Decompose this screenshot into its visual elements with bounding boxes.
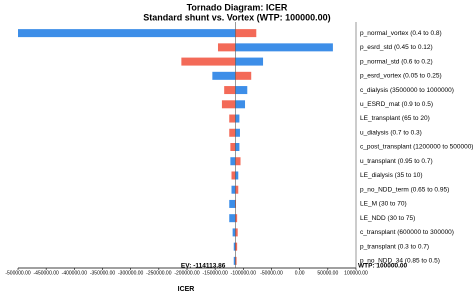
x-tick-label: -100000.00 xyxy=(231,270,257,276)
bar xyxy=(235,199,237,208)
bar xyxy=(235,43,333,52)
bar xyxy=(235,100,246,109)
x-tick-label: -50000.00 xyxy=(260,270,283,276)
row-label: LE_M (30 to 70) xyxy=(360,201,407,208)
x-tick-label: -350000.00 xyxy=(90,270,116,276)
row-label: c_post_transplant (1200000 to 500000) xyxy=(360,144,473,151)
bar xyxy=(231,185,236,194)
row-label: p_normal_std (0.6 to 0.2) xyxy=(360,58,433,65)
row-label: c_dialysis (3500000 to 1000000) xyxy=(360,87,454,94)
row-label: c_transplant (600000 to 300000) xyxy=(360,229,454,236)
x-tick-label: 100000.00 xyxy=(344,270,368,276)
row-label: LE_dialysis (35 to 10) xyxy=(360,172,423,179)
bar xyxy=(235,128,240,137)
row-label: p_no_NDD_term (0.65 to 0.95) xyxy=(360,186,449,193)
row-label: p_no_NDD_34 (0.85 to 0.5) xyxy=(360,258,440,265)
row-label: u_transplant (0.95 to 0.7) xyxy=(360,158,433,165)
bar xyxy=(181,57,236,66)
chart-subtitle: Standard shunt vs. Vortex (WTP: 100000.0… xyxy=(143,12,330,22)
x-axis-label: ICER xyxy=(178,286,195,293)
x-tick-label: -200000.00 xyxy=(174,270,200,276)
bar xyxy=(235,256,237,265)
chart-title: Tornado Diagram: ICER xyxy=(187,2,288,12)
x-tick-label: -150000.00 xyxy=(203,270,229,276)
row-label: p_transplant (0.3 to 0.7) xyxy=(360,243,429,250)
bar xyxy=(224,86,236,95)
bar xyxy=(235,185,239,194)
bar xyxy=(235,228,238,237)
bar xyxy=(217,43,236,52)
bar xyxy=(231,171,236,180)
bar xyxy=(212,71,236,80)
x-tick-label: -300000.00 xyxy=(118,270,144,276)
x-tick-label: -400000.00 xyxy=(62,270,88,276)
bar xyxy=(235,214,238,223)
x-tick-label: -450000.00 xyxy=(34,270,60,276)
ev-label: EV: -114113.86 xyxy=(181,263,226,270)
bar xyxy=(233,256,236,265)
bar xyxy=(235,57,264,66)
bar xyxy=(221,100,236,109)
row-label: u_ESRD_mat (0.9 to 0.5) xyxy=(360,101,433,108)
x-tick-label: -250000.00 xyxy=(146,270,172,276)
bar xyxy=(235,143,240,151)
bar xyxy=(235,157,241,166)
bar xyxy=(232,228,236,237)
bar xyxy=(229,199,236,208)
bar xyxy=(229,214,236,223)
bar xyxy=(235,171,239,180)
bar xyxy=(235,114,240,123)
bar xyxy=(230,157,236,166)
x-tick-label: 0.00 xyxy=(295,270,305,276)
bar xyxy=(233,242,236,251)
bar xyxy=(235,71,252,80)
row-label: LE_NDD (30 to 75) xyxy=(360,215,415,222)
wtp-label: WTP: 100000.00 xyxy=(358,263,408,270)
row-label: p_normal_vortex (0.4 to 0.8) xyxy=(360,30,442,37)
bar xyxy=(229,128,236,137)
x-tick-label: -500000.00 xyxy=(5,270,31,276)
bar xyxy=(230,143,236,151)
row-label: p_esrd_std (0.45 to 0.12) xyxy=(360,44,433,51)
bar xyxy=(229,114,236,123)
bar xyxy=(235,29,257,38)
x-tick-label: 50000.00 xyxy=(317,270,338,276)
bar xyxy=(235,86,248,95)
bar xyxy=(235,242,238,251)
bar xyxy=(18,29,236,38)
row-label: u_dialysis (0.7 to 0.3) xyxy=(360,129,422,136)
row-label: LE_transplant (65 to 20) xyxy=(360,115,430,122)
row-label: p_esrd_vortex (0.05 to 0.25) xyxy=(360,73,442,80)
